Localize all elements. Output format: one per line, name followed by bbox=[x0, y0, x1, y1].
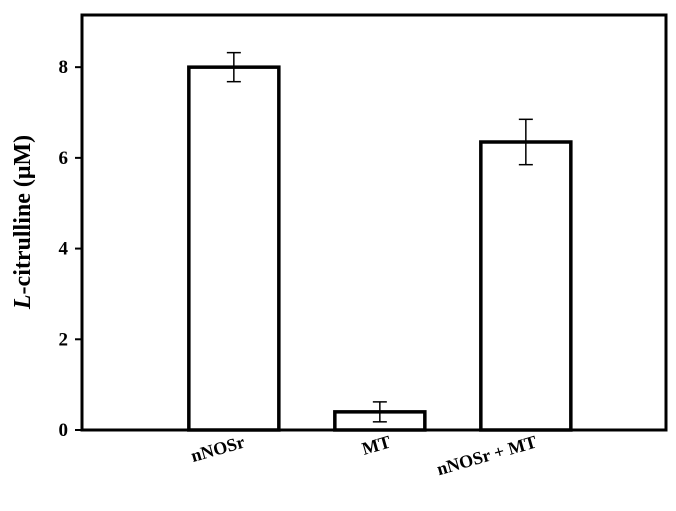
x-category-label: nNOSr + MT bbox=[434, 432, 538, 480]
y-axis-title-rest: -citrulline (μM) bbox=[10, 135, 36, 295]
error-bars bbox=[226, 51, 533, 423]
x-category-label: MT bbox=[360, 432, 393, 459]
y-tick-label: 0 bbox=[59, 420, 69, 441]
y-tick-label: 8 bbox=[59, 57, 69, 78]
y-axis-ticks: 0 2 4 6 8 bbox=[59, 57, 82, 441]
plot-frame bbox=[80, 13, 668, 432]
x-axis-labels: nNOSr MT nNOSr + MT bbox=[189, 432, 539, 480]
y-tick-label: 4 bbox=[59, 239, 69, 260]
x-category-label: nNOSr bbox=[189, 432, 247, 466]
y-axis-title-italic: L bbox=[10, 294, 36, 310]
bar-nnosr bbox=[187, 65, 281, 432]
y-axis-title: L-citrulline (μM) bbox=[10, 135, 36, 310]
y-tick-label: 6 bbox=[59, 148, 69, 169]
y-tick-label: 2 bbox=[59, 329, 69, 350]
bar-nnosr-mt bbox=[479, 140, 573, 432]
bars bbox=[187, 65, 573, 432]
